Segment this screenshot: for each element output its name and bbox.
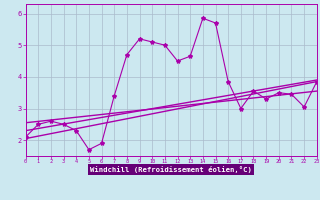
X-axis label: Windchill (Refroidissement éolien,°C): Windchill (Refroidissement éolien,°C): [90, 166, 252, 173]
